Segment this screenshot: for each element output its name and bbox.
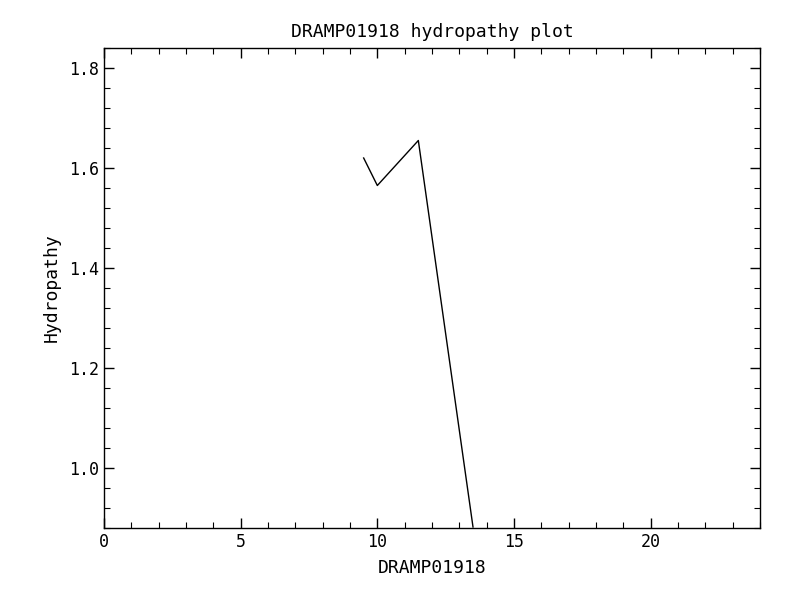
Title: DRAMP01918 hydropathy plot: DRAMP01918 hydropathy plot	[290, 23, 574, 41]
X-axis label: DRAMP01918: DRAMP01918	[378, 559, 486, 577]
Y-axis label: Hydropathy: Hydropathy	[43, 233, 61, 343]
